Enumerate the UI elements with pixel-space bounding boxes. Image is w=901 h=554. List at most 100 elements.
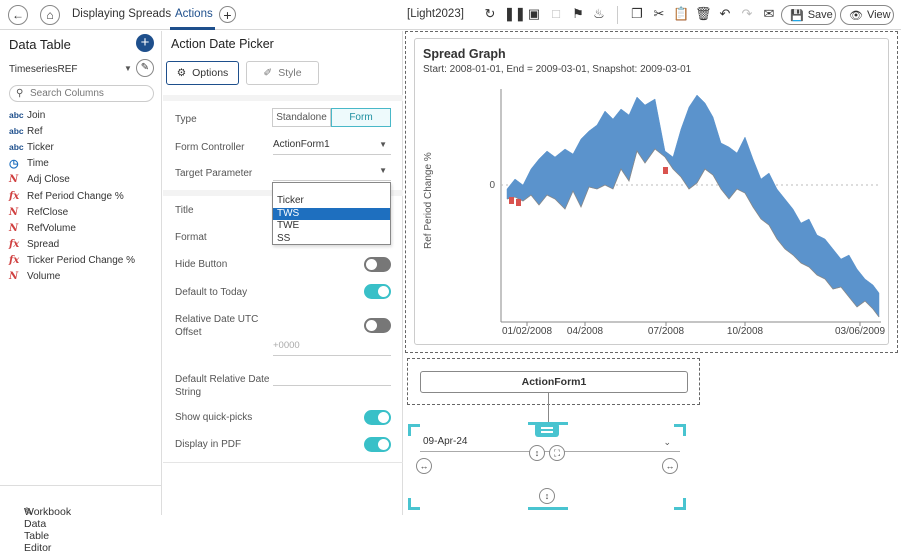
hide-button-toggle[interactable]	[364, 257, 391, 272]
datasource-name[interactable]: TimeseriesREF	[9, 64, 78, 75]
pdf-icon: □	[552, 6, 560, 21]
default-relative-label: Default Relative Date String	[175, 374, 270, 398]
paste-icon[interactable]: 📋	[673, 6, 690, 21]
cut-icon[interactable]: ✂	[653, 6, 665, 21]
spread-lower-line	[506, 148, 880, 318]
save-icon: 💾	[790, 9, 804, 22]
relative-utc-toggle[interactable]	[364, 318, 391, 333]
date-value: 09-Apr-24	[423, 436, 468, 447]
tab-style-label: Style	[278, 67, 302, 79]
corner-handle[interactable]	[674, 498, 686, 510]
target-parameter-select[interactable]: ▼	[273, 163, 391, 181]
divider	[163, 462, 403, 463]
action-form-button[interactable]: ActionForm1	[420, 371, 688, 393]
chevron-down-icon: ▼	[379, 140, 387, 149]
view-button[interactable]: 👁 View	[840, 5, 894, 25]
column-name: Ticker Period Change %	[27, 255, 136, 267]
add-column-button[interactable]: +	[136, 34, 154, 52]
column-item[interactable]: N RefClose	[9, 204, 159, 220]
corner-handle[interactable]	[674, 424, 686, 436]
tab-actions[interactable]: Actions	[175, 8, 213, 20]
relative-utc-label: Relative Date UTC Offset	[175, 314, 259, 338]
display-pdf-toggle[interactable]	[364, 437, 391, 452]
dropdown-option[interactable]: TWE	[277, 220, 300, 231]
drag-menu-icon[interactable]	[535, 423, 559, 437]
back-icon[interactable]: ←	[8, 5, 28, 25]
redo-icon: ↷	[741, 6, 753, 21]
target-parameter-dropdown: Ticker TWS TWE SS	[272, 182, 391, 245]
column-item[interactable]: N Adj Close	[9, 172, 159, 188]
chevron-down-icon[interactable]: ⌄	[663, 437, 671, 447]
x-tick-label: 01/02/2008	[502, 326, 552, 337]
target-parameter-label: Target Parameter	[175, 168, 253, 179]
column-name: Spread	[27, 239, 60, 251]
edit-icon: ✎	[24, 506, 33, 518]
refresh-icon[interactable]: ↻	[484, 6, 496, 21]
corner-handle[interactable]	[408, 424, 420, 436]
tab-options[interactable]: ⚙ Options	[166, 61, 239, 85]
vertical-resize-icon[interactable]: ↕	[529, 445, 545, 461]
dropdown-option[interactable]: SS	[277, 232, 291, 244]
column-item[interactable]: N RefVolume	[9, 220, 159, 236]
bottom-resize-bar[interactable]	[528, 507, 568, 510]
dropdown-option[interactable]: Ticker	[277, 195, 304, 206]
graph-title: Spread Graph	[423, 47, 506, 61]
text-type-icon: abc	[9, 126, 24, 137]
delete-icon[interactable]: 🗑	[695, 6, 712, 21]
gear-icon: ⚙	[176, 67, 187, 79]
column-item[interactable]: fx Ticker Period Change %	[9, 253, 159, 269]
column-item[interactable]: ◷ Time	[9, 156, 159, 172]
pause-icon[interactable]: ❚❚	[504, 6, 526, 21]
numeric-type-icon: N	[9, 174, 19, 186]
save-label: Save	[807, 9, 833, 21]
x-tick-label: 04/2008	[567, 326, 604, 337]
chevron-down-icon[interactable]: ▼	[124, 64, 132, 73]
workbook-title[interactable]: Displaying Spreads	[72, 8, 172, 20]
tab-style[interactable]: ✐ Style	[246, 61, 319, 85]
panel-title: Data Table	[9, 37, 71, 52]
column-name: Adj Close	[27, 174, 70, 186]
edit-datasource-icon[interactable]: ✎	[136, 59, 154, 77]
type-standalone[interactable]: Standalone	[272, 108, 331, 127]
save-button[interactable]: 💾 Save	[781, 5, 836, 25]
column-item[interactable]: abc Join	[9, 107, 159, 123]
column-item[interactable]: abc Ref	[9, 123, 159, 139]
spread-graph-card[interactable]: Spread Graph Start: 2008-01-01, End = 20…	[414, 38, 889, 345]
clock-icon: ◷	[9, 158, 19, 171]
vertical-resize-icon[interactable]: ↕	[539, 488, 555, 504]
dropdown-option-selected[interactable]: TWS	[273, 207, 390, 220]
add-tab-icon[interactable]: +	[219, 6, 236, 23]
undo-icon[interactable]: ↶	[719, 6, 731, 21]
workbook-editor-link[interactable]: ✎ Workbook Data Table Editor	[0, 485, 162, 554]
column-item[interactable]: N Volume	[9, 269, 159, 285]
corner-handle[interactable]	[408, 498, 420, 510]
format-label: Format	[175, 232, 207, 243]
settings-panel: Action Date Picker ⚙ Options ✐ Style Typ…	[163, 31, 403, 515]
column-item[interactable]: fx Spread	[9, 237, 159, 253]
quick-picks-label: Show quick-picks	[175, 412, 253, 423]
settings-title: Action Date Picker	[171, 37, 274, 51]
default-today-toggle[interactable]	[364, 284, 391, 299]
column-name: Join	[27, 109, 46, 121]
home-icon[interactable]: ⌂	[40, 5, 60, 25]
default-relative-input[interactable]	[273, 368, 391, 386]
type-label: Type	[175, 114, 197, 125]
expand-icon[interactable]: ⛶	[549, 445, 565, 461]
search-input[interactable]: ⚲ Search Columns	[9, 85, 154, 102]
snapshot-icon[interactable]: ▣	[527, 6, 541, 21]
bookmark-icon[interactable]: ⚑	[572, 6, 584, 21]
horizontal-resize-icon[interactable]: ↔	[662, 458, 678, 474]
quick-picks-toggle[interactable]	[364, 410, 391, 425]
form-controller-select[interactable]: ActionForm1 ▼	[273, 137, 391, 155]
toolbar-divider	[617, 6, 618, 24]
horizontal-resize-icon[interactable]: ↔	[416, 458, 432, 474]
utc-offset-input[interactable]: +0000	[273, 338, 391, 356]
column-item[interactable]: abc Ticker	[9, 139, 159, 155]
copy-icon[interactable]: ❐	[631, 6, 643, 21]
theme-selector[interactable]: [Light2023]	[407, 8, 464, 20]
x-tick-label: 10/2008	[727, 326, 764, 337]
bell-icon[interactable]: ♨	[593, 6, 605, 21]
comment-icon[interactable]: ✉	[763, 6, 775, 21]
column-item[interactable]: fx Ref Period Change %	[9, 188, 159, 204]
type-form[interactable]: Form	[331, 108, 391, 127]
